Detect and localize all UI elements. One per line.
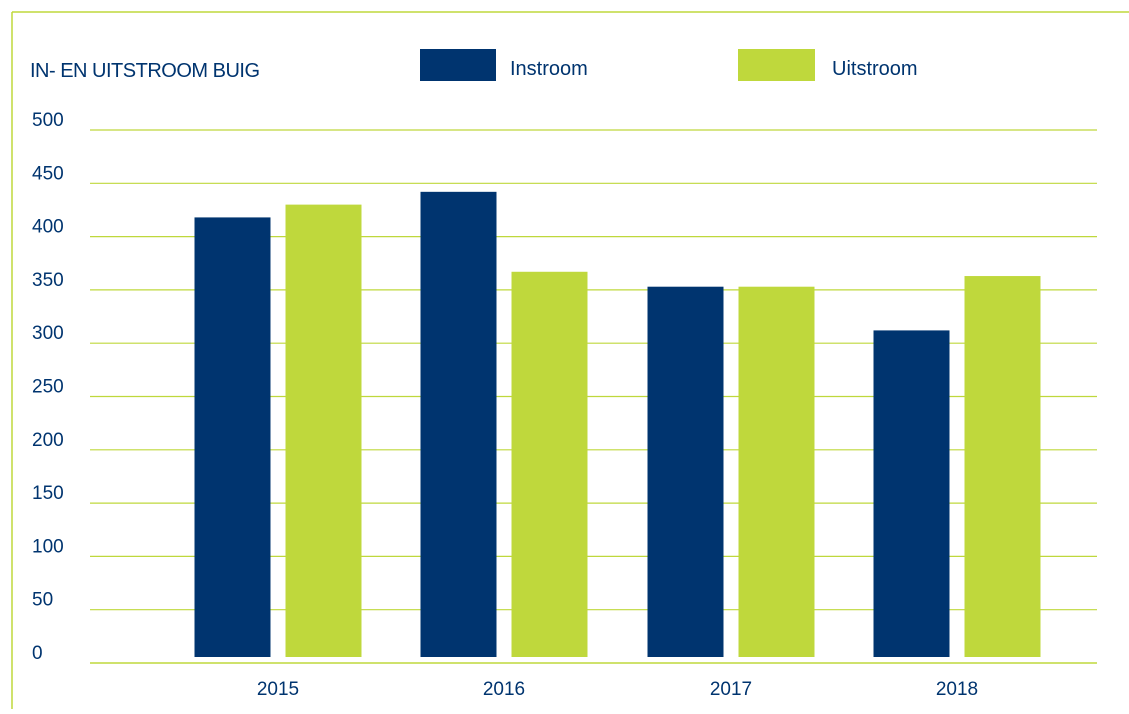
bar-uitstroom-2016 <box>511 271 588 657</box>
y-tick-label: 0 <box>32 643 43 664</box>
x-axis-ticks: 2015 2016 2017 2018 <box>257 679 978 700</box>
x-tick-label: 2016 <box>483 679 525 700</box>
x-tick-label: 2017 <box>710 679 752 700</box>
y-tick-label: 400 <box>32 217 64 238</box>
y-tick-label: 250 <box>32 377 64 398</box>
y-axis-ticks: 0 50 100 150 200 250 300 350 400 450 500 <box>32 110 64 664</box>
y-tick-label: 100 <box>32 536 64 557</box>
bar-instroom-2015 <box>194 217 271 658</box>
y-tick-label: 200 <box>32 430 64 451</box>
legend-label-uitstroom: Uitstroom <box>832 58 918 80</box>
chart-title: IN- EN UITSTROOM BUIG <box>30 60 260 82</box>
bar-instroom-2018 <box>873 330 950 657</box>
x-tick-label: 2018 <box>936 679 978 700</box>
legend-swatch-instroom <box>420 49 496 81</box>
y-tick-label: 450 <box>32 163 64 184</box>
y-tick-label: 300 <box>32 323 64 344</box>
y-tick-label: 500 <box>32 110 64 131</box>
x-tick-label: 2015 <box>257 679 299 700</box>
y-tick-label: 50 <box>32 590 53 611</box>
legend-label-instroom: Instroom <box>510 58 588 80</box>
y-tick-label: 150 <box>32 483 64 504</box>
bar-uitstroom-2018 <box>964 276 1041 657</box>
y-tick-label: 350 <box>32 270 64 291</box>
bar-instroom-2016 <box>420 191 497 657</box>
bar-instroom-2017 <box>647 286 724 657</box>
bars <box>194 191 1041 658</box>
bar-uitstroom-2015 <box>285 204 362 657</box>
legend-swatch-uitstroom <box>738 49 815 81</box>
bar-uitstroom-2017 <box>738 286 815 657</box>
